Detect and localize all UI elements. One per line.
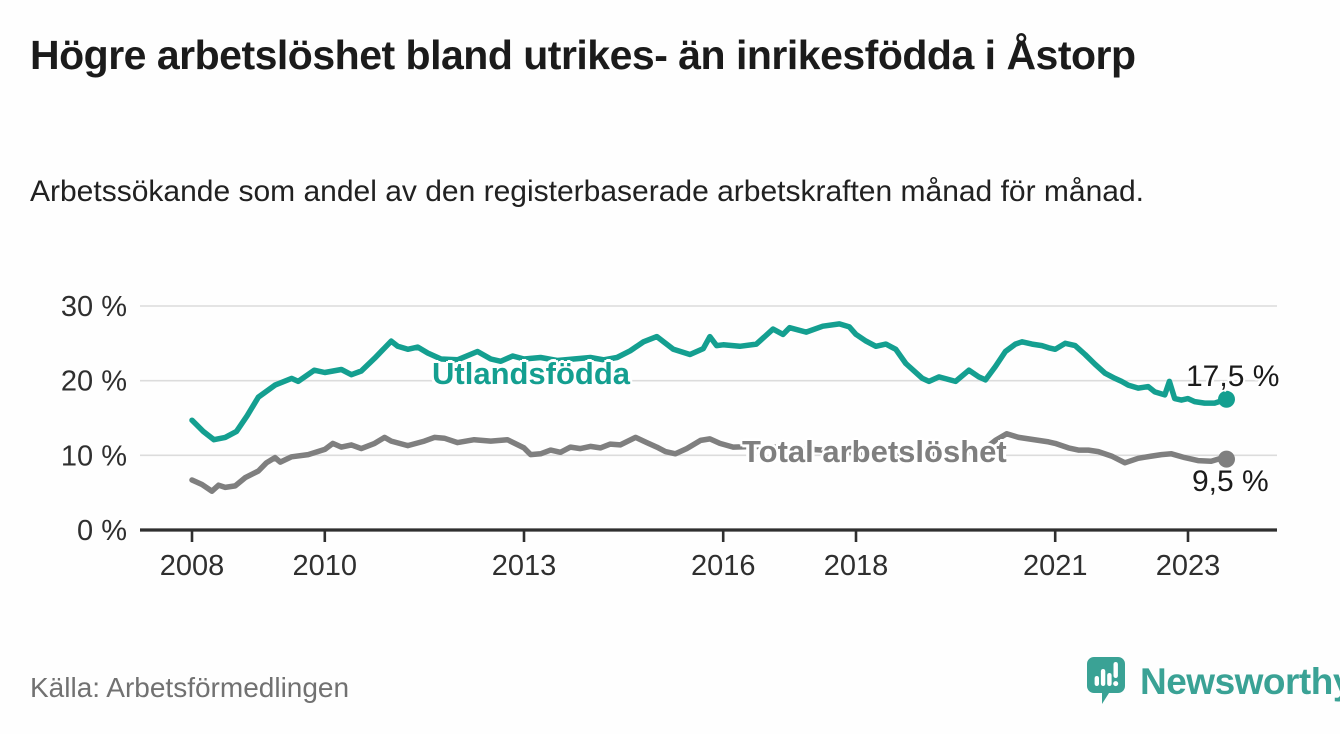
y-tick-label: 10 % [61,440,127,472]
total-arbetsloshet-end-dot [1218,450,1235,468]
utlandsfodda-end-dot [1218,390,1235,408]
x-tick-label: 2021 [1023,550,1088,582]
x-tick-label: 2008 [160,550,225,582]
gridlines: 0 % 10 % 20 % 30 % [61,291,1277,547]
x-tick-label: 2016 [691,550,756,582]
chart-series [189,321,1235,494]
y-tick-label: 20 % [61,366,127,398]
page-subtitle: Arbetssökande som andel av den registerb… [30,175,1144,208]
source-note: Källa: Arbetsförmedlingen [30,672,350,703]
total-arbetsloshet-line [189,430,1230,494]
newsworthy-branding: Newsworthy [1086,656,1340,708]
x-axis: 2008 2010 2013 2016 2018 2021 2023 [140,528,1277,582]
x-tick-label: 2013 [492,550,557,582]
page-title: Högre arbetslöshet bland utrikes- än inr… [30,32,1136,78]
y-tick-label: 30 % [61,291,127,323]
bar-chart-speech-bubble-icon [1087,657,1125,704]
series-label-utlandsfodda: Utlandsfödda [432,356,631,391]
brand-name-text: Newsworthy [1140,661,1340,702]
end-value-label-total: 9,5 % [1192,465,1269,498]
x-tick-label: 2010 [293,550,358,582]
x-tick-label: 2023 [1156,550,1221,582]
unemployment-line-chart: 0 % 10 % 20 % 30 % 2008 2010 2013 2016 2018 2021… [61,291,1277,582]
x-tick-label: 2018 [824,550,889,582]
y-tick-label: 0 % [77,515,127,547]
utlandsfodda-line [189,321,1230,443]
series-label-total-arbetsloshet: Total arbetslöshet [742,434,1007,469]
end-value-label-utlandsfodda: 17,5 % [1186,360,1280,393]
